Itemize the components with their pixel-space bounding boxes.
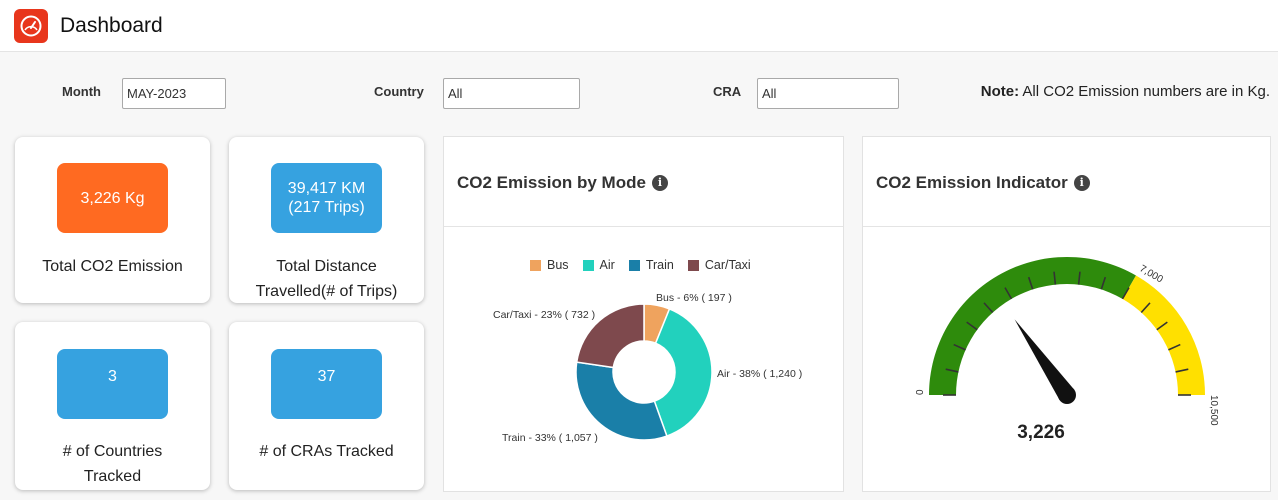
kpi-value-distance: 39,417 KM <box>287 180 366 197</box>
page-title: Dashboard <box>60 14 163 37</box>
gauge-tick <box>1168 343 1181 351</box>
legend-swatch <box>530 259 541 271</box>
kpi-total-co2: 3,226 Kg Total CO2 Emission <box>15 137 210 303</box>
kpi-label-line1: Total Distance <box>276 258 377 275</box>
gauge-value-label: 3,226 <box>1017 422 1065 443</box>
kpi-value: 3,226 Kg <box>80 189 145 207</box>
gauge-tick-label: 0 <box>915 389 926 395</box>
kpi-label: Total Distance Travelled(# of Trips) <box>233 254 420 304</box>
gauge-tick <box>1100 276 1107 290</box>
gauge-tick <box>1004 287 1013 300</box>
note-prefix: Note: <box>980 83 1020 100</box>
panel-divider <box>863 226 1270 227</box>
legend-swatch <box>582 259 594 271</box>
legend-item-car-taxi[interactable]: Car/Taxi <box>687 258 751 272</box>
data-label-bus: Bus - 6% ( 197 ) <box>656 292 732 304</box>
gauge-tick <box>1121 287 1130 300</box>
info-icon[interactable]: i <box>1073 175 1090 191</box>
legend-label: Train <box>645 258 674 272</box>
gauge-tick <box>983 302 994 314</box>
kpi-label: # of CRAs Tracked <box>259 443 394 460</box>
gauge-tick <box>1175 368 1189 373</box>
gauge-tick <box>1140 302 1151 314</box>
kpi-label-line2: Travelled(# of Trips) <box>255 283 398 300</box>
indicator-panel-title-text: CO2 Emission Indicator <box>876 173 1068 192</box>
kpi-cras: 37 # of CRAs Tracked <box>229 322 424 490</box>
kpi-value: 3 <box>108 368 117 385</box>
gauge-band-green <box>929 257 1136 395</box>
data-label-air: Air - 38% ( 1,240 ) <box>717 368 802 380</box>
month-label: Month <box>62 84 101 99</box>
indicator-panel: CO2 Emission Indicator i 0 7,000 10,500 3,2… <box>862 136 1271 492</box>
donut-chart: Bus - 6% ( 197 ) Air - 38% ( 1,240 ) Train… <box>493 292 802 444</box>
legend-swatch <box>628 259 640 271</box>
indicator-panel-title: CO2 Emission Indicator i <box>876 173 1090 193</box>
country-input[interactable] <box>443 78 580 109</box>
gauge-tick <box>966 321 978 331</box>
kpi-value-badge: 3 <box>57 349 168 419</box>
donut-slice-air[interactable] <box>653 307 713 438</box>
legend-item-air[interactable]: Air <box>582 258 615 272</box>
gauge-tick <box>1027 276 1034 290</box>
mode-panel-title-text: CO2 Emission by Mode <box>457 173 646 192</box>
gauge-tick <box>953 343 966 351</box>
country-label: Country <box>374 84 424 99</box>
cra-label: CRA <box>713 84 742 99</box>
gauge-band-yellow <box>1122 275 1205 395</box>
app-header: Dashboard <box>0 0 1278 52</box>
units-note: Note: All CO2 Emission numbers are in Kg… <box>981 83 1270 100</box>
panel-divider <box>444 226 843 227</box>
speedometer-icon <box>14 9 48 43</box>
month-input[interactable] <box>122 78 226 109</box>
kpi-countries: 3 # of Countries Tracked <box>15 322 210 490</box>
legend-label: Car/Taxi <box>704 258 751 272</box>
kpi-value-trips: (217 Trips) <box>288 199 365 216</box>
gauge-needle <box>1014 319 1075 401</box>
legend-label: Air <box>599 258 615 272</box>
kpi-total-distance: 39,417 KM (217 Trips) Total Distance Tra… <box>229 137 424 303</box>
kpi-value-badge: 3,226 Kg <box>57 163 168 233</box>
mode-panel: CO2 Emission by Mode i Bus Air Train Car… <box>443 136 844 492</box>
info-icon[interactable]: i <box>651 175 668 191</box>
note-text: All CO2 Emission numbers are in Kg. <box>1019 83 1270 100</box>
gauge-tick <box>1077 271 1081 285</box>
mode-panel-title: CO2 Emission by Mode i <box>457 173 668 193</box>
gauge-tick <box>945 368 959 373</box>
kpi-label-line2: Tracked <box>83 468 142 485</box>
kpi-value: 37 <box>317 368 336 385</box>
kpi-label: # of Countries Tracked <box>19 439 206 489</box>
kpi-label: Total CO2 Emission <box>42 258 183 275</box>
donut-slice-train[interactable] <box>575 361 668 441</box>
legend-item-train[interactable]: Train <box>628 258 674 272</box>
data-label-car-taxi: Car/Taxi - 23% ( 732 ) <box>493 309 595 321</box>
gauge-tick <box>1053 271 1057 285</box>
gauge-tick <box>1156 321 1168 331</box>
cra-input[interactable] <box>757 78 899 109</box>
legend-item-bus[interactable]: Bus <box>530 258 569 272</box>
chart-legend: Bus Air Train Car/Taxi <box>530 258 765 272</box>
donut-slice-car-taxi[interactable] <box>575 303 645 369</box>
kpi-value-badge: 39,417 KM (217 Trips) <box>271 163 382 233</box>
legend-swatch <box>687 259 699 271</box>
kpi-value-badge: 37 <box>271 349 382 419</box>
data-label-train: Train - 33% ( 1,057 ) <box>502 432 598 444</box>
kpi-label-line1: # of Countries <box>62 443 163 460</box>
legend-label: Bus <box>547 258 569 272</box>
gauge-needle-hub <box>1058 386 1076 404</box>
gauge-tick-label: 10,500 <box>1208 395 1219 426</box>
